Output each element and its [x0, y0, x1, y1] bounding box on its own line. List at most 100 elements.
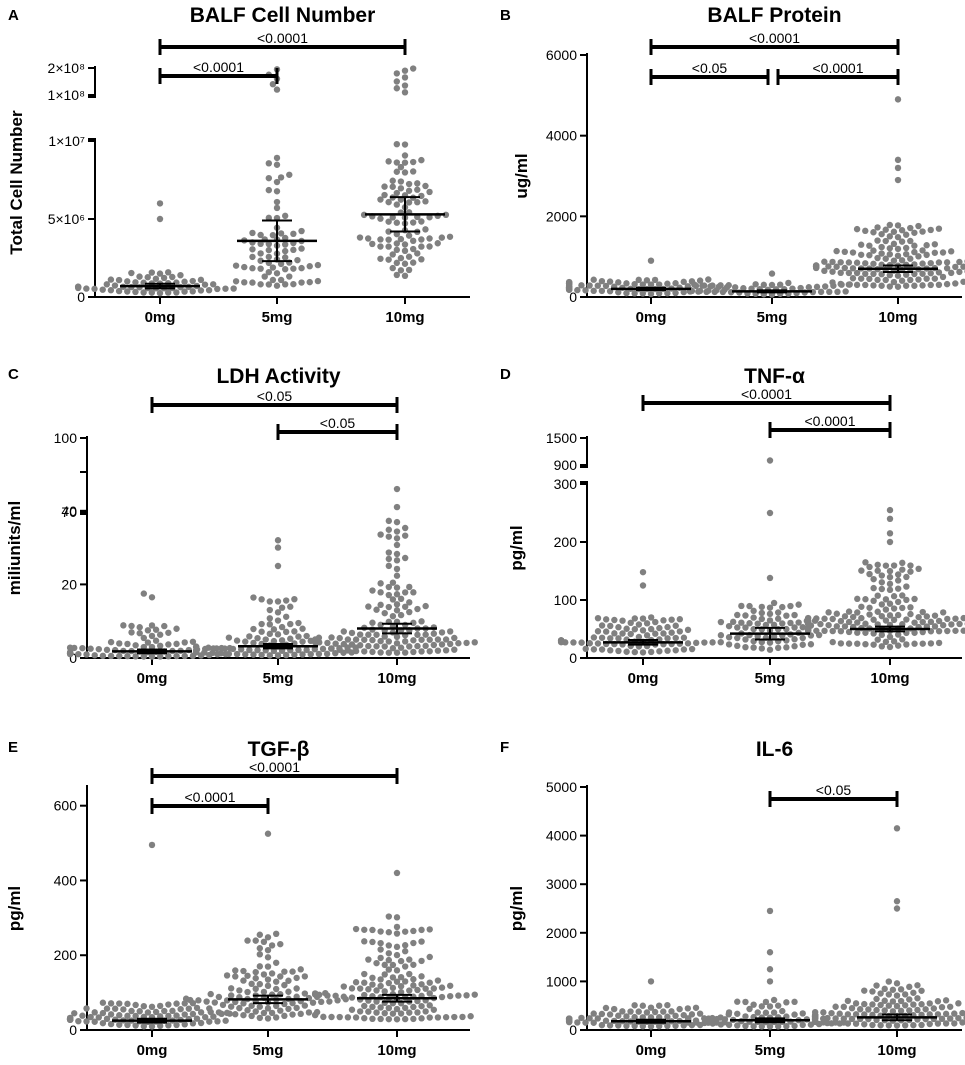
data-point [265, 246, 273, 254]
data-point [75, 650, 82, 658]
data-point [369, 1003, 376, 1011]
data-point [709, 1020, 716, 1027]
data-point [274, 631, 282, 638]
data-point [406, 1009, 413, 1016]
data-point [655, 1022, 663, 1030]
data-point [410, 939, 417, 947]
data-point [873, 995, 880, 1003]
data-point [861, 1021, 868, 1028]
data-point [219, 1001, 227, 1009]
data-point [173, 1012, 180, 1019]
data-point [66, 1014, 74, 1022]
data-point [185, 1005, 193, 1012]
data-point [256, 931, 264, 938]
data-point [889, 1008, 897, 1015]
data-point [273, 198, 281, 206]
data-point [124, 652, 131, 660]
data-point [264, 963, 272, 970]
data-point [897, 997, 905, 1005]
data-point [132, 642, 139, 649]
data-point [586, 1015, 593, 1022]
data-point [290, 246, 297, 254]
data-point [434, 636, 442, 643]
data-point [74, 283, 82, 290]
data-point [215, 1009, 223, 1016]
data-point [124, 1000, 131, 1008]
data-point [116, 640, 123, 647]
p-value-label: <0.0001 [813, 60, 864, 76]
data-point [903, 596, 910, 604]
data-point [140, 653, 148, 660]
y-tick-label: 0 [77, 289, 85, 305]
data-point [241, 263, 248, 271]
data-point [373, 959, 380, 967]
data-point [886, 283, 894, 290]
data-point [870, 584, 877, 592]
data-point [83, 651, 90, 658]
data-point [874, 567, 881, 574]
data-point [405, 253, 413, 260]
data-point [652, 630, 659, 637]
data-point [805, 284, 813, 291]
data-point [281, 1012, 288, 1020]
data-point [274, 562, 282, 570]
data-point [911, 619, 918, 626]
data-point [227, 985, 235, 992]
data-point [120, 1006, 127, 1013]
y-tick-label: 1×10⁷ [48, 133, 85, 149]
data-point [750, 644, 757, 651]
data-point [770, 996, 778, 1004]
data-point [344, 1014, 352, 1021]
data-point [754, 620, 761, 627]
data-point [377, 976, 384, 983]
data-point [269, 231, 277, 239]
category-label: 0mg [636, 1042, 667, 1059]
data-point [766, 966, 774, 973]
data-point [866, 242, 873, 249]
data-point [832, 1003, 839, 1010]
data-point [734, 634, 741, 642]
data-point [854, 609, 861, 616]
data-point [631, 290, 638, 297]
data-point [874, 224, 881, 231]
data-point [590, 634, 598, 641]
data-point [833, 247, 840, 255]
data-point [352, 636, 360, 643]
data-point [107, 652, 115, 660]
data-point [260, 938, 268, 946]
data-point [406, 608, 413, 616]
y-tick-label: 70 [61, 504, 77, 520]
data-point [590, 646, 598, 653]
data-point [287, 635, 294, 642]
data-point [923, 251, 930, 259]
data-point [901, 1022, 909, 1029]
data-point [365, 631, 372, 638]
data-point [273, 154, 281, 162]
data-point [103, 646, 111, 654]
data-point [389, 214, 396, 221]
data-point [885, 978, 893, 985]
data-point [848, 1015, 856, 1023]
data-point [923, 613, 931, 620]
data-point [919, 270, 926, 277]
data-point [594, 282, 602, 289]
y-tick-label: 0 [69, 650, 77, 666]
data-point [906, 983, 913, 991]
data-point [340, 993, 348, 1000]
data-point [136, 630, 143, 637]
data-point [197, 276, 205, 284]
data-point [278, 637, 286, 644]
data-point [430, 1006, 438, 1013]
y-tick-label: 5×10⁶ [48, 211, 85, 227]
data-point [99, 999, 107, 1006]
data-point [926, 1011, 933, 1018]
data-point [578, 639, 585, 646]
data-point [410, 982, 417, 989]
data-point [393, 914, 401, 921]
data-point [931, 623, 939, 630]
p-value-label: <0.05 [816, 782, 852, 798]
data-point [365, 956, 372, 963]
data-point [734, 611, 741, 619]
data-point [750, 1023, 757, 1030]
data-point [181, 639, 188, 646]
